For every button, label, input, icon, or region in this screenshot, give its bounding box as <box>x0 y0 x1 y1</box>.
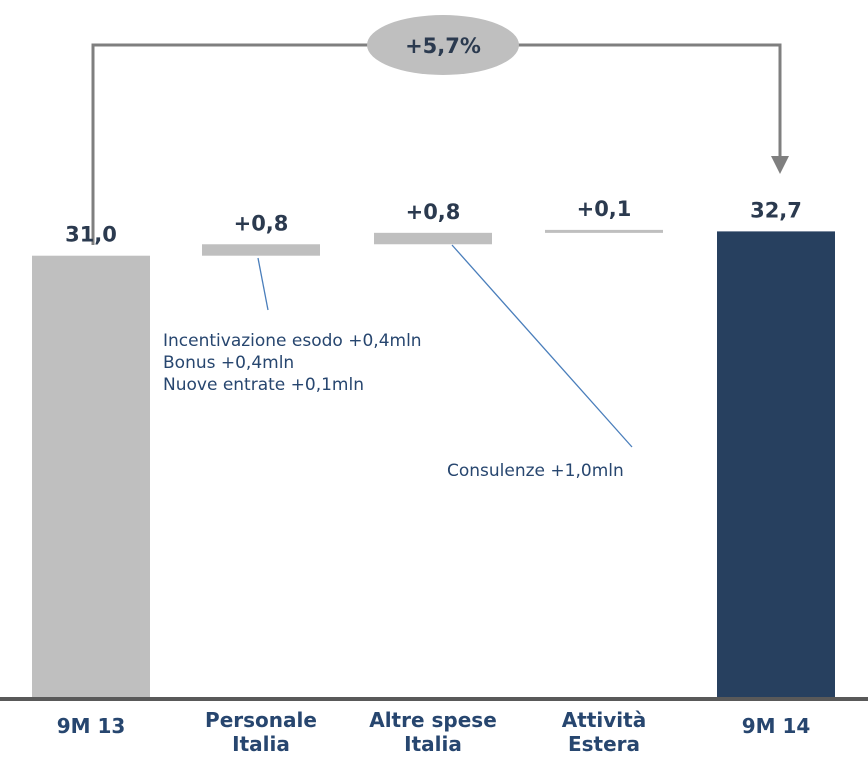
value-label-0: 31,0 <box>65 223 117 247</box>
category-label-0: 9M 13 <box>57 714 126 738</box>
leader-line-1 <box>451 244 633 448</box>
category-label-2: Altre spese Italia <box>369 708 497 756</box>
bar-1 <box>202 244 320 256</box>
growth-label: +5,7% <box>405 34 481 58</box>
value-label-1: +0,8 <box>234 211 289 235</box>
category-label-4: 9M 14 <box>742 714 811 738</box>
value-label-4: 32,7 <box>750 198 802 222</box>
annotation-note-0: Incentivazione esodo +0,4mln Bonus +0,4ml… <box>163 331 422 395</box>
bar-3 <box>545 229 663 233</box>
category-label-1: Personale Italia <box>205 708 317 756</box>
bar-2 <box>374 232 492 245</box>
leader-line-0 <box>257 257 269 311</box>
category-label-3: Attività Estera <box>562 708 646 756</box>
growth-arrow-head <box>771 156 789 174</box>
annotation-leaders <box>257 244 633 448</box>
annotation-notes: Incentivazione esodo +0,4mln Bonus +0,4ml… <box>163 331 624 481</box>
value-labels: 31,0 +0,8 +0,8 +0,1 32,7 <box>65 197 802 247</box>
growth-badge <box>367 15 519 75</box>
value-label-2: +0,8 <box>406 200 461 224</box>
bars-layer <box>32 229 835 699</box>
value-label-3: +0,1 <box>577 197 632 221</box>
annotation-note-1: Consulenze +1,0mln <box>447 461 624 481</box>
bar-0 <box>32 255 150 699</box>
category-labels: 9M 13 Personale Italia Altre spese Italia Att… <box>57 708 811 756</box>
bar-4 <box>717 231 835 699</box>
